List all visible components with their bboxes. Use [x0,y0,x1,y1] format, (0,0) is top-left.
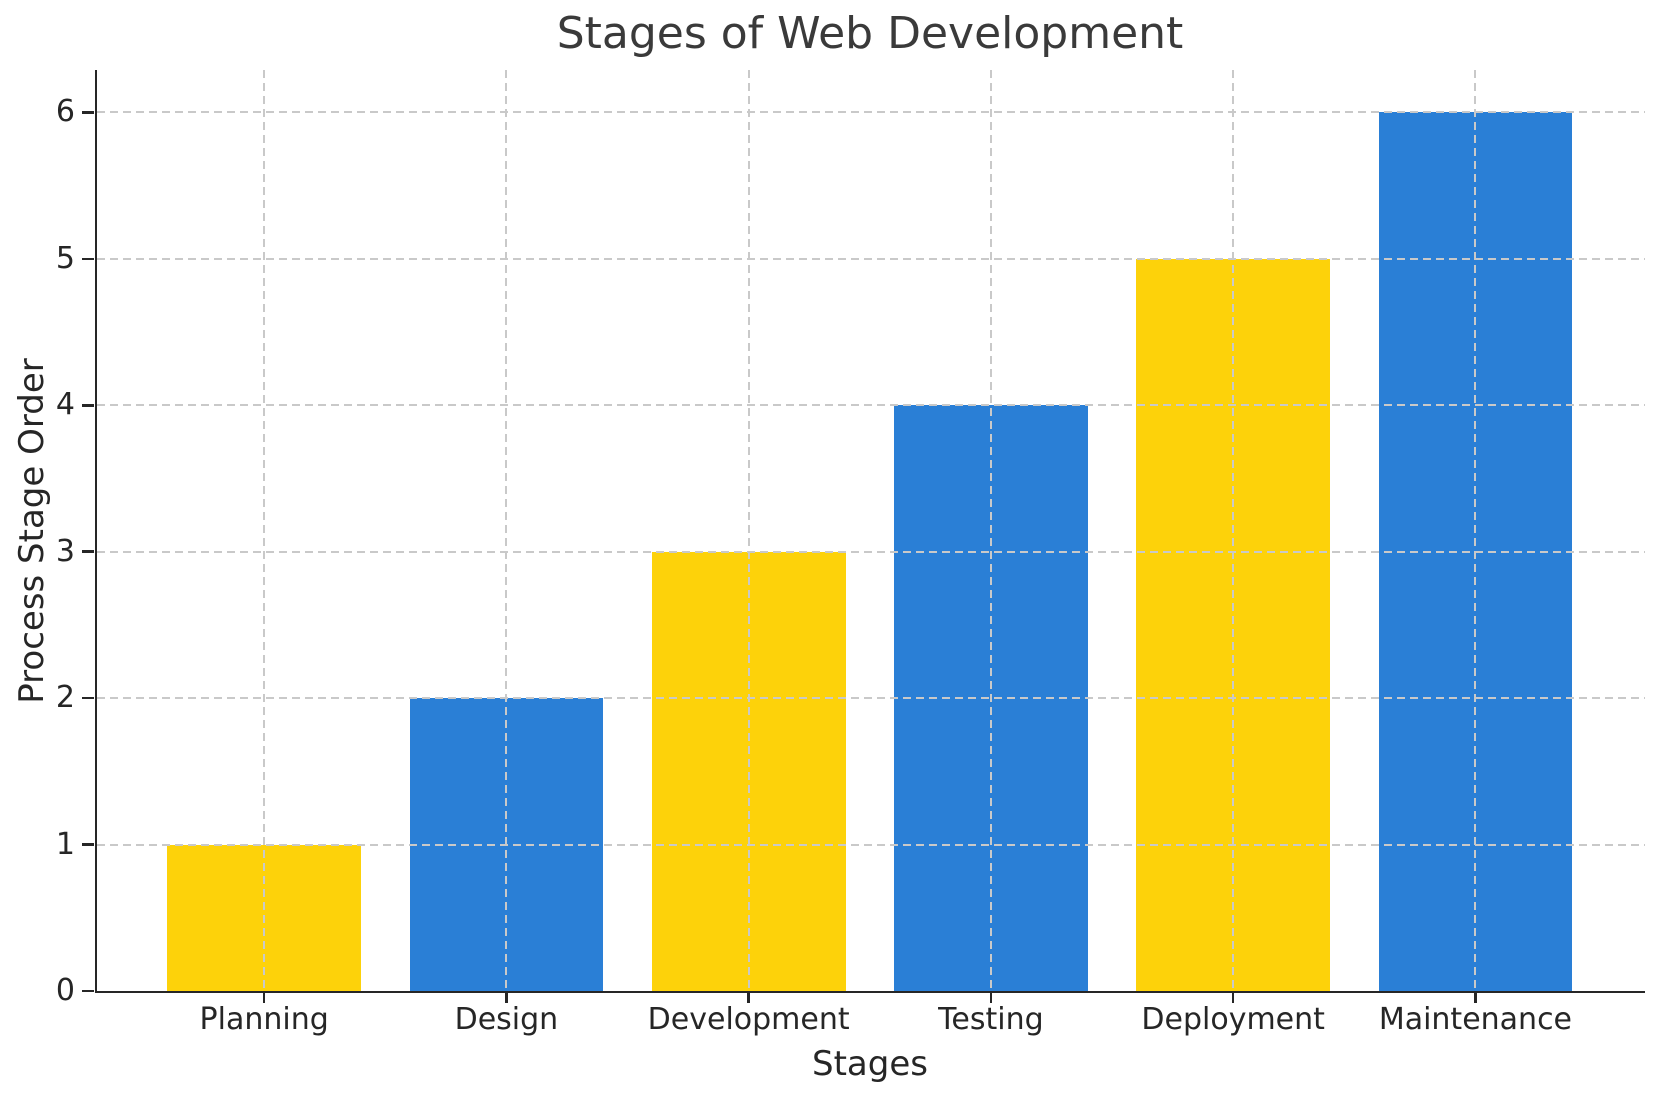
y-tick-mark-4 [82,404,94,407]
y-tick-label-2: 2 [55,680,75,716]
gridline-y-3 [97,550,1645,553]
gridline-x-design [505,70,508,991]
x-tick-label-deployment: Deployment [1141,1002,1325,1037]
y-axis-label: Process Stage Order [12,358,52,704]
x-tick-mark-testing [989,991,993,1003]
x-tick-mark-design [505,991,508,1003]
gridline-y-1 [97,843,1645,846]
y-tick-mark-0 [82,989,94,993]
plot-area: 0 1 2 3 4 5 6 Planning Design Development Testing D… [56,70,1645,1035]
x-tick-mark-deployment [1231,991,1235,1003]
y-tick-mark-6 [82,111,94,114]
gridline-y-5 [97,257,1645,260]
y-tick-mark-3 [82,550,94,553]
y-tick-mark-1 [82,843,94,846]
gridline-y-4 [97,404,1645,407]
y-tick-mark-2 [82,696,94,700]
gridline-y-2 [97,697,1645,700]
gridline-x-deployment [1232,70,1235,991]
y-tick-label-5: 5 [55,240,75,276]
y-tick-label-3: 3 [55,533,75,569]
x-tick-mark-planning [262,991,266,1003]
gridline-x-maintenance [1474,70,1477,991]
x-tick-label-testing: Testing [938,1002,1044,1037]
gridline-x-planning [263,70,266,991]
y-tick-label-1: 1 [55,826,75,862]
y-tick-label-4: 4 [55,387,75,423]
x-axis-label: Stages [812,1044,928,1084]
gridline-y-6 [97,111,1645,114]
chart-title: Stages of Web Development [556,8,1184,59]
y-tick-label-0: 0 [55,973,75,1008]
x-tick-label-development: Development [647,1002,850,1037]
x-tick-label-design: Design [454,1002,559,1037]
y-tick-label-6: 6 [55,94,75,130]
gridline-x-testing [989,70,992,991]
x-tick-label-planning: Planning [199,1002,329,1037]
x-tick-label-maintenance: Maintenance [1378,1002,1573,1037]
x-tick-mark-maintenance [1474,991,1477,1003]
y-tick-mark-5 [82,257,94,261]
gridline-x-development [747,70,750,991]
x-tick-mark-development [747,991,750,1003]
